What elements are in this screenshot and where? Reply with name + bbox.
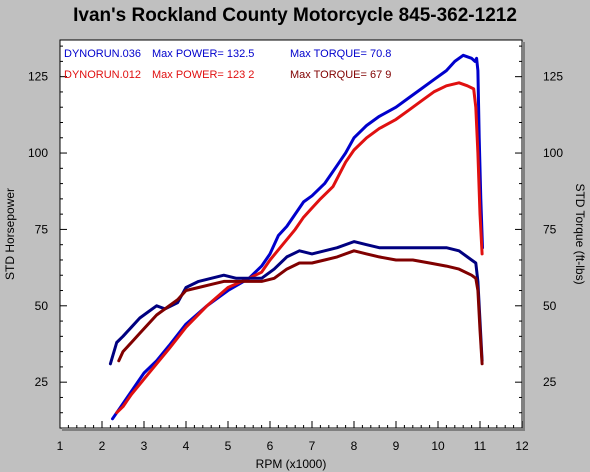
y-tick-label: 75 xyxy=(35,222,49,236)
legend-torque-2: Max TORQUE= 67 9 xyxy=(290,69,391,81)
y2-tick-label: 125 xyxy=(543,70,563,84)
x-tick-label: 12 xyxy=(515,439,529,453)
x-tick-label: 8 xyxy=(351,439,358,453)
chart-title: Ivan's Rockland County Motorcycle 845-36… xyxy=(73,5,517,26)
y-axis-label: STD Horsepower xyxy=(3,188,17,280)
y2-axis-label: STD Torque (ft-lbs) xyxy=(573,183,587,284)
y2-tick-label: 75 xyxy=(543,222,557,236)
plot-shadow-right xyxy=(522,42,525,430)
x-tick-label: 11 xyxy=(474,439,487,453)
y2-tick-label: 25 xyxy=(543,375,557,389)
x-tick-label: 4 xyxy=(183,439,190,453)
y-tick-label: 100 xyxy=(28,146,48,160)
y-tick-label: 50 xyxy=(35,299,49,313)
x-tick-label: 6 xyxy=(267,439,274,453)
x-tick-label: 7 xyxy=(309,439,316,453)
x-tick-label: 3 xyxy=(141,439,148,453)
series-power-dynorun-012-line xyxy=(115,81,484,415)
series-torque-dynorun-036-line xyxy=(108,240,484,366)
x-tick-label: 5 xyxy=(225,439,232,453)
y2-tick-label: 50 xyxy=(543,299,557,313)
x-axis-label: RPM (x1000) xyxy=(256,457,327,471)
y-tick-label: 25 xyxy=(35,375,49,389)
series-power-dynorun-036-line xyxy=(111,53,484,421)
x-tick-label: 2 xyxy=(99,439,106,453)
plot-shadow-bottom xyxy=(62,428,525,431)
x-tick-label: 10 xyxy=(431,439,445,453)
x-tick-label: 1 xyxy=(57,439,64,453)
legend-power-1: Max POWER= 132.5 xyxy=(152,48,254,60)
y2-tick-label: 100 xyxy=(543,146,563,160)
legend-run-1: DYNORUN.036 xyxy=(64,48,141,60)
y-tick-label: 125 xyxy=(28,70,48,84)
legend-power-2: Max POWER= 123 2 xyxy=(152,69,254,81)
series-layer xyxy=(108,53,484,421)
series-torque-dynorun-012-line xyxy=(117,249,484,366)
legend-run-2: DYNORUN.012 xyxy=(64,69,141,81)
legend-torque-1: Max TORQUE= 70.8 xyxy=(290,48,391,60)
x-tick-label: 9 xyxy=(393,439,400,453)
